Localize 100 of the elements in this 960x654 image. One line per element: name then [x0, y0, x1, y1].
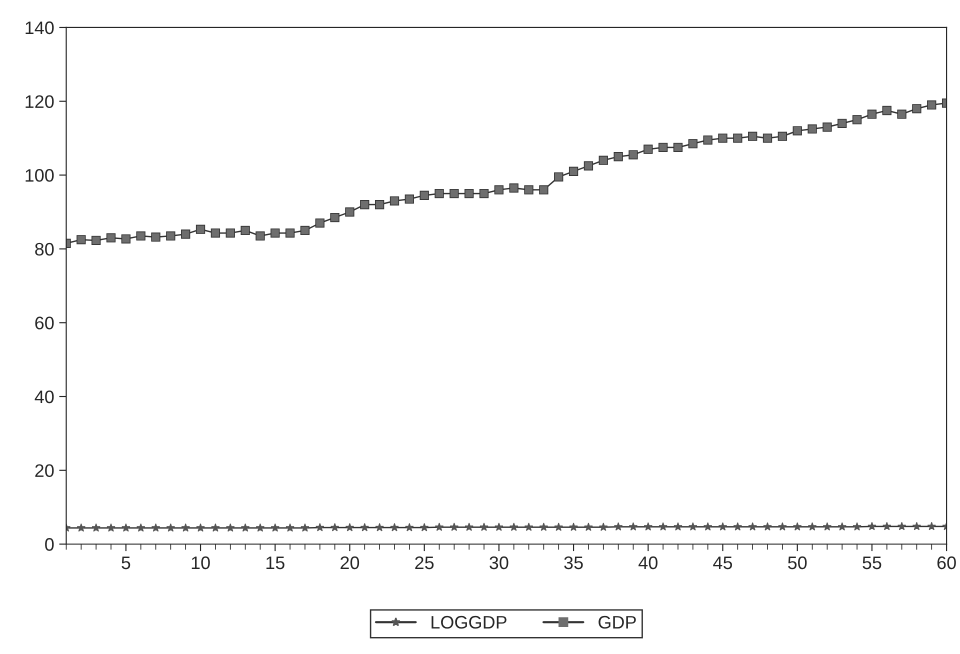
- point: [390, 196, 400, 206]
- point: [136, 523, 146, 532]
- point: [748, 132, 758, 141]
- point: [464, 188, 474, 198]
- point: [210, 228, 220, 238]
- point: [240, 226, 250, 236]
- point: [748, 522, 757, 531]
- point: [240, 523, 250, 532]
- y-tick-label: 120: [26, 95, 54, 108]
- x-tick-label: 55: [862, 556, 882, 570]
- point: [330, 212, 340, 222]
- x-tick-label: 10: [192, 556, 210, 570]
- point: [584, 522, 593, 531]
- x-tick-label: 30: [490, 556, 508, 570]
- point: [106, 233, 116, 242]
- point: [762, 134, 772, 143]
- point: [554, 522, 564, 531]
- point: [122, 523, 130, 532]
- point: [330, 522, 340, 532]
- x-tick-label: 40: [638, 556, 658, 570]
- point: [673, 142, 683, 152]
- point: [688, 522, 698, 531]
- point: [464, 522, 474, 531]
- point: [494, 522, 504, 531]
- x-tick-label: 50: [788, 556, 807, 570]
- point: [658, 522, 668, 531]
- point: [420, 522, 429, 532]
- point: [270, 228, 280, 238]
- point: [733, 134, 742, 143]
- x-tick-label: 20: [340, 556, 360, 570]
- x-tick-label: 15: [266, 556, 284, 570]
- point: [539, 522, 548, 531]
- point: [375, 522, 384, 532]
- point: [106, 523, 116, 532]
- point: [852, 522, 862, 531]
- point: [76, 523, 86, 532]
- point: [912, 104, 922, 114]
- y-tick-label: 20: [35, 464, 54, 478]
- y-tick-label: 80: [35, 242, 54, 256]
- point: [300, 523, 310, 532]
- point: [390, 522, 399, 532]
- point: [360, 200, 370, 210]
- point: [882, 106, 892, 116]
- point: [121, 234, 131, 244]
- point: [778, 132, 788, 141]
- point: [316, 522, 324, 532]
- point: [256, 231, 265, 241]
- point: [703, 135, 712, 145]
- point: [374, 200, 384, 210]
- point: [524, 522, 534, 531]
- point: [480, 522, 488, 531]
- point: [733, 522, 742, 531]
- point: [927, 522, 936, 530]
- point: [494, 185, 504, 194]
- x-tick-label: 5: [122, 556, 130, 570]
- point: [763, 522, 772, 531]
- point: [420, 190, 429, 200]
- point: [479, 188, 489, 198]
- y-tick-label: 100: [26, 169, 54, 182]
- point: [927, 100, 936, 110]
- point: [882, 522, 892, 530]
- point: [539, 185, 548, 194]
- point: [688, 139, 698, 148]
- y-tick-label: 40: [34, 390, 54, 404]
- point: [166, 523, 176, 532]
- point: [838, 118, 847, 128]
- legend-label: GDP: [598, 616, 636, 629]
- point: [568, 166, 578, 176]
- y-tick-label: 140: [26, 21, 54, 34]
- point: [181, 230, 190, 239]
- point: [211, 523, 220, 532]
- point: [808, 124, 817, 134]
- point: [226, 523, 235, 532]
- point: [628, 522, 638, 531]
- point: [703, 522, 712, 531]
- point: [196, 224, 206, 234]
- point: [628, 150, 638, 160]
- point: [509, 522, 518, 531]
- point: [644, 144, 653, 154]
- point: [867, 110, 877, 119]
- point: [226, 228, 235, 238]
- point: [658, 142, 668, 152]
- point: [614, 522, 623, 531]
- point: [92, 523, 100, 532]
- point: [509, 183, 518, 193]
- point: [345, 207, 354, 217]
- point: [584, 161, 594, 170]
- point: [315, 218, 324, 228]
- point: [345, 522, 354, 532]
- point: [822, 522, 832, 531]
- point: [822, 122, 832, 132]
- point: [151, 523, 160, 532]
- point: [897, 110, 906, 119]
- point: [450, 188, 459, 198]
- point: [166, 231, 176, 241]
- point: [674, 522, 682, 531]
- point: [434, 522, 444, 531]
- x-tick-label: 25: [415, 556, 434, 570]
- y-tick-label: 60: [35, 316, 54, 330]
- point: [868, 522, 876, 530]
